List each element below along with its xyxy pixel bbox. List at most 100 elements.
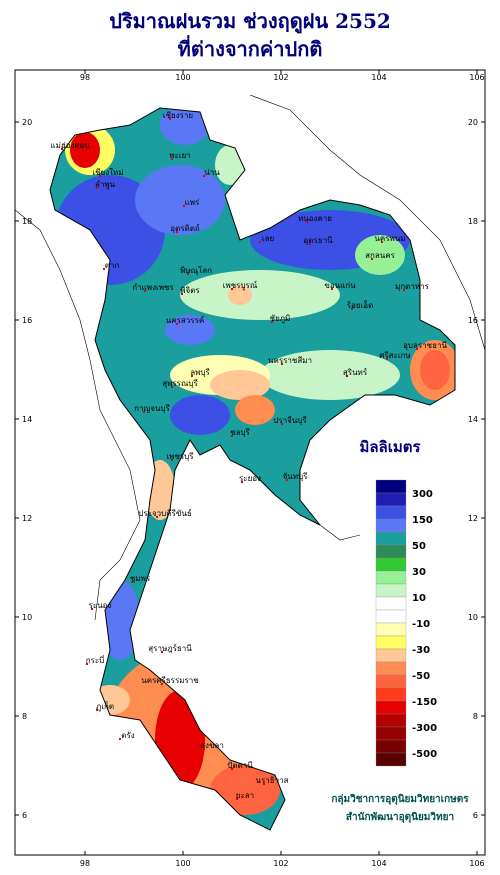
legend-swatch: [375, 622, 407, 637]
lat-label: 6: [22, 811, 27, 820]
station-dot: [169, 118, 171, 120]
title-line: ที่ต่างจากค่าปกติ: [178, 34, 323, 61]
station-dot: [286, 479, 288, 481]
station-dot: [86, 663, 88, 665]
station-dot: [203, 175, 205, 177]
lon-label: 104: [371, 859, 386, 868]
province-label: เพชรบูรณ์: [223, 280, 258, 291]
province-label: สุรินทร์: [343, 367, 368, 377]
station-dot: [231, 435, 233, 437]
province-label: สงขลา: [200, 741, 224, 750]
station-dot: [144, 290, 146, 292]
province-label: ระยอง: [239, 474, 261, 483]
neighbor-borders: [14, 94, 486, 621]
legend-label: 50: [412, 541, 426, 552]
province-label: ศรีสะเกษ: [379, 351, 410, 360]
province-label: นครพนม: [374, 234, 405, 243]
station-dot: [416, 348, 418, 350]
province-label: พิษณุโลก: [180, 265, 212, 275]
legend-swatch: [375, 739, 407, 754]
legend-title: มิลลิเมตร: [359, 438, 421, 456]
station-dot: [241, 481, 243, 483]
province-label: พิจิตร: [180, 286, 200, 295]
province-label: สกลนคร: [365, 251, 395, 260]
lat-label: 16: [468, 316, 478, 325]
station-dot: [309, 243, 311, 245]
lon-label: 98: [80, 859, 90, 868]
station-dot: [263, 783, 265, 785]
station-dot: [156, 516, 158, 518]
lon-label: 102: [273, 859, 288, 868]
station-dot: [143, 411, 145, 413]
station-dot: [187, 273, 189, 275]
station-dot: [161, 683, 163, 685]
province-label: สุราษฎร์ธานี: [148, 643, 192, 653]
legend-swatch: [375, 726, 407, 741]
station-dot: [386, 358, 388, 360]
legend-label: -150: [412, 697, 437, 708]
province-label: นราธิวาส: [255, 776, 288, 785]
province-label: ลพบุรี: [190, 368, 210, 377]
station-dot: [91, 608, 93, 610]
legend-label: -50: [412, 671, 430, 682]
province-label: นครราชสีมา: [268, 356, 312, 365]
legend-swatch: [375, 609, 407, 624]
lat-label: 16: [22, 316, 32, 325]
legend-label: -30: [412, 645, 430, 656]
province-label: ตาก: [105, 261, 120, 270]
station-dot: [99, 175, 101, 177]
station-dot: [281, 363, 283, 365]
station-dot: [371, 258, 373, 260]
province-label: อุบลราชธานี: [403, 341, 447, 350]
province-label: กำแพงเพชร: [132, 283, 174, 292]
station-dot: [171, 386, 173, 388]
station-dot: [271, 321, 273, 323]
lon-label: 106: [469, 73, 484, 82]
lon-label: 100: [175, 859, 190, 868]
station-dot: [236, 798, 238, 800]
station-dot: [171, 459, 173, 461]
legend-swatch: [375, 661, 407, 676]
station-dot: [161, 651, 163, 653]
station-dot: [119, 738, 121, 740]
province-label: สุพรรณบุรี: [162, 379, 198, 388]
province-label: ร้อยเอ็ด: [347, 300, 374, 310]
station-dot: [281, 423, 283, 425]
station-dot: [351, 308, 353, 310]
station-dot: [203, 748, 205, 750]
province-label: กระบี่: [86, 654, 105, 665]
lon-label: 102: [273, 73, 288, 82]
legend-label: -300: [412, 723, 437, 734]
station-dot: [176, 323, 178, 325]
province-label: ปราจีนบุรี: [273, 416, 307, 425]
province-label: เลย: [262, 234, 274, 243]
legend-swatch: [375, 596, 407, 611]
station-dot: [259, 241, 261, 243]
station-dot: [306, 221, 308, 223]
legend-swatch: [375, 570, 407, 585]
credit-line: กลุ่มวิชาการอุตุนิยมวิทยาเกษตร: [331, 793, 469, 805]
lat-label: 12: [468, 514, 478, 523]
lon-label: 106: [469, 859, 484, 868]
lon-label: 104: [371, 73, 386, 82]
lat-label: 10: [22, 613, 32, 622]
province-label: น่าน: [204, 168, 220, 177]
lat-label: 20: [468, 118, 478, 127]
legend-swatch: [375, 700, 407, 715]
legend-swatch: [375, 713, 407, 728]
legend-label: -500: [412, 749, 437, 760]
province-label: ภูเก็ต: [96, 701, 114, 712]
station-dot: [171, 158, 173, 160]
lat-label: 10: [468, 613, 478, 622]
legend-label: 150: [412, 515, 433, 526]
lat-label: 12: [22, 514, 32, 523]
credit-line: สำนักพัฒนาอุตุนิยมวิทยา: [346, 811, 454, 823]
legend-swatch: [375, 531, 407, 546]
legend-label: 10: [412, 593, 426, 604]
legend-swatch: [375, 557, 407, 572]
station-dot: [231, 768, 233, 770]
legend-swatch: [375, 674, 407, 689]
province-label: แพร่: [185, 198, 200, 207]
station-dot: [176, 231, 178, 233]
